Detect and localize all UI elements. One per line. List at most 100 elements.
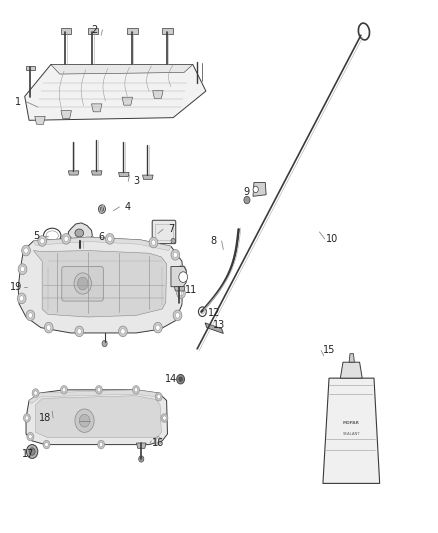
Circle shape bbox=[29, 448, 35, 455]
Circle shape bbox=[28, 434, 32, 439]
Circle shape bbox=[98, 440, 105, 449]
Polygon shape bbox=[18, 237, 183, 333]
Circle shape bbox=[177, 288, 185, 298]
Circle shape bbox=[173, 310, 182, 321]
Polygon shape bbox=[35, 395, 161, 438]
Text: 4: 4 bbox=[124, 202, 131, 212]
Circle shape bbox=[179, 377, 182, 381]
Circle shape bbox=[38, 236, 46, 246]
Text: 9: 9 bbox=[243, 187, 249, 197]
Circle shape bbox=[119, 326, 127, 337]
FancyBboxPatch shape bbox=[62, 266, 103, 301]
Polygon shape bbox=[26, 390, 167, 445]
Circle shape bbox=[19, 296, 24, 301]
Circle shape bbox=[95, 385, 102, 394]
Text: 11: 11 bbox=[184, 286, 197, 295]
Circle shape bbox=[27, 432, 34, 441]
Text: 17: 17 bbox=[21, 449, 34, 458]
Circle shape bbox=[180, 268, 184, 273]
Circle shape bbox=[62, 387, 66, 392]
Circle shape bbox=[156, 439, 159, 443]
Circle shape bbox=[78, 277, 88, 290]
Circle shape bbox=[44, 322, 53, 333]
Circle shape bbox=[133, 385, 140, 394]
Circle shape bbox=[99, 205, 106, 213]
Polygon shape bbox=[33, 251, 166, 317]
Circle shape bbox=[102, 341, 107, 347]
Circle shape bbox=[108, 236, 112, 241]
Circle shape bbox=[244, 196, 250, 204]
FancyBboxPatch shape bbox=[152, 220, 176, 244]
Circle shape bbox=[106, 233, 114, 244]
Circle shape bbox=[17, 293, 26, 304]
Polygon shape bbox=[122, 97, 133, 105]
Polygon shape bbox=[92, 171, 102, 175]
Polygon shape bbox=[127, 28, 138, 34]
Circle shape bbox=[121, 329, 125, 334]
Circle shape bbox=[179, 290, 183, 296]
Circle shape bbox=[77, 329, 81, 334]
Circle shape bbox=[34, 391, 37, 395]
Circle shape bbox=[40, 238, 44, 244]
Circle shape bbox=[45, 442, 48, 447]
Circle shape bbox=[153, 322, 162, 333]
Circle shape bbox=[100, 207, 104, 211]
Circle shape bbox=[173, 252, 177, 257]
Text: 15: 15 bbox=[323, 345, 335, 356]
Polygon shape bbox=[68, 223, 92, 244]
Circle shape bbox=[32, 389, 39, 397]
Text: SEALANT: SEALANT bbox=[343, 432, 360, 436]
Polygon shape bbox=[349, 354, 354, 362]
Circle shape bbox=[75, 409, 94, 432]
Circle shape bbox=[179, 272, 187, 282]
Text: 5: 5 bbox=[33, 231, 39, 241]
Circle shape bbox=[162, 416, 166, 420]
Text: 10: 10 bbox=[326, 234, 339, 244]
Circle shape bbox=[62, 233, 71, 244]
Circle shape bbox=[26, 310, 35, 321]
Polygon shape bbox=[25, 64, 206, 120]
Ellipse shape bbox=[75, 229, 84, 237]
Circle shape bbox=[99, 442, 103, 447]
Polygon shape bbox=[92, 104, 102, 112]
Text: 3: 3 bbox=[133, 176, 139, 187]
Text: 8: 8 bbox=[211, 236, 217, 246]
Polygon shape bbox=[174, 287, 185, 291]
Circle shape bbox=[64, 236, 68, 241]
Text: 14: 14 bbox=[165, 374, 177, 384]
Polygon shape bbox=[171, 266, 186, 287]
Circle shape bbox=[151, 240, 155, 245]
Circle shape bbox=[79, 414, 90, 427]
Circle shape bbox=[26, 445, 38, 458]
Polygon shape bbox=[33, 237, 171, 251]
Circle shape bbox=[20, 266, 25, 272]
Circle shape bbox=[155, 392, 162, 401]
Circle shape bbox=[60, 385, 67, 394]
Polygon shape bbox=[253, 182, 266, 196]
Polygon shape bbox=[119, 172, 129, 176]
Polygon shape bbox=[29, 390, 159, 403]
Text: 7: 7 bbox=[168, 224, 174, 235]
Text: 13: 13 bbox=[213, 320, 225, 330]
Text: 16: 16 bbox=[152, 438, 164, 448]
Polygon shape bbox=[152, 91, 163, 99]
Text: 6: 6 bbox=[98, 232, 104, 243]
Circle shape bbox=[253, 186, 258, 192]
Circle shape bbox=[177, 374, 184, 384]
Polygon shape bbox=[26, 66, 35, 70]
Text: 12: 12 bbox=[208, 308, 220, 318]
Polygon shape bbox=[205, 323, 223, 334]
Circle shape bbox=[175, 313, 180, 318]
Bar bbox=[155, 224, 173, 240]
Circle shape bbox=[21, 245, 30, 256]
Circle shape bbox=[134, 387, 138, 392]
Polygon shape bbox=[35, 116, 45, 124]
Text: MOPAR: MOPAR bbox=[343, 421, 360, 425]
Circle shape bbox=[177, 265, 186, 276]
Text: 19: 19 bbox=[10, 282, 22, 292]
Circle shape bbox=[46, 325, 51, 330]
Circle shape bbox=[24, 248, 28, 253]
Circle shape bbox=[157, 394, 160, 399]
Circle shape bbox=[43, 440, 50, 449]
Polygon shape bbox=[88, 28, 99, 34]
